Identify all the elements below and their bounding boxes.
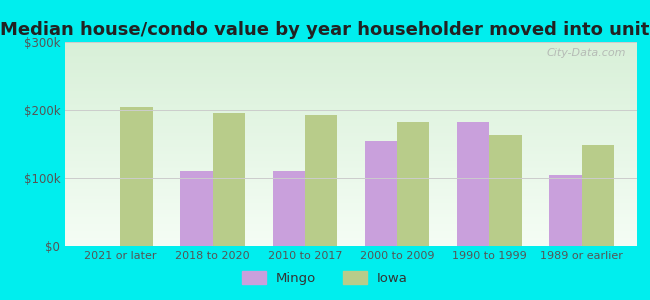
Text: City-Data.com: City-Data.com <box>546 48 625 58</box>
Bar <box>213 113 245 246</box>
Bar <box>305 115 337 246</box>
Bar <box>397 122 430 246</box>
Bar <box>582 146 614 246</box>
Bar <box>549 175 582 246</box>
Bar <box>457 122 489 246</box>
Legend: Mingo, Iowa: Mingo, Iowa <box>237 266 413 290</box>
Bar <box>180 171 213 246</box>
Bar <box>272 171 305 246</box>
Bar <box>489 135 522 246</box>
Bar <box>120 106 153 246</box>
Text: Median house/condo value by year householder moved into unit: Median house/condo value by year househo… <box>0 21 650 39</box>
Bar <box>365 141 397 246</box>
